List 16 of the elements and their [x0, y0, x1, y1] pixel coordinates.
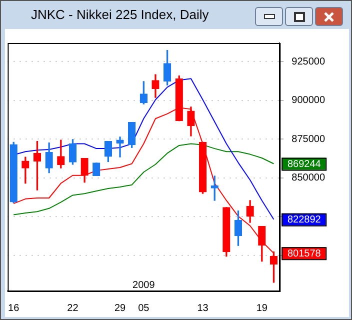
- text: 801578: [287, 248, 322, 260]
- annotation: 2009: [132, 280, 156, 291]
- y-tick-label: 900000: [292, 95, 326, 106]
- candlestick: [116, 136, 124, 158]
- x-tick-label: 29: [114, 302, 126, 314]
- x-tick-label: 13: [197, 302, 209, 314]
- y-tick-label: 850000: [292, 172, 326, 184]
- y-tick-label: 925000: [292, 56, 326, 68]
- chart-title: JNKC - Nikkei 225 Index, Daily: [31, 7, 209, 22]
- y-tick-label: 875000: [292, 134, 326, 145]
- x-tick-label: 22: [67, 302, 79, 314]
- x-tick-label: 16: [8, 302, 20, 314]
- x-tick-label: 05: [138, 302, 150, 314]
- text: 822892: [287, 214, 322, 226]
- x-tick-label: 19: [256, 302, 268, 314]
- text: 869244: [287, 158, 322, 170]
